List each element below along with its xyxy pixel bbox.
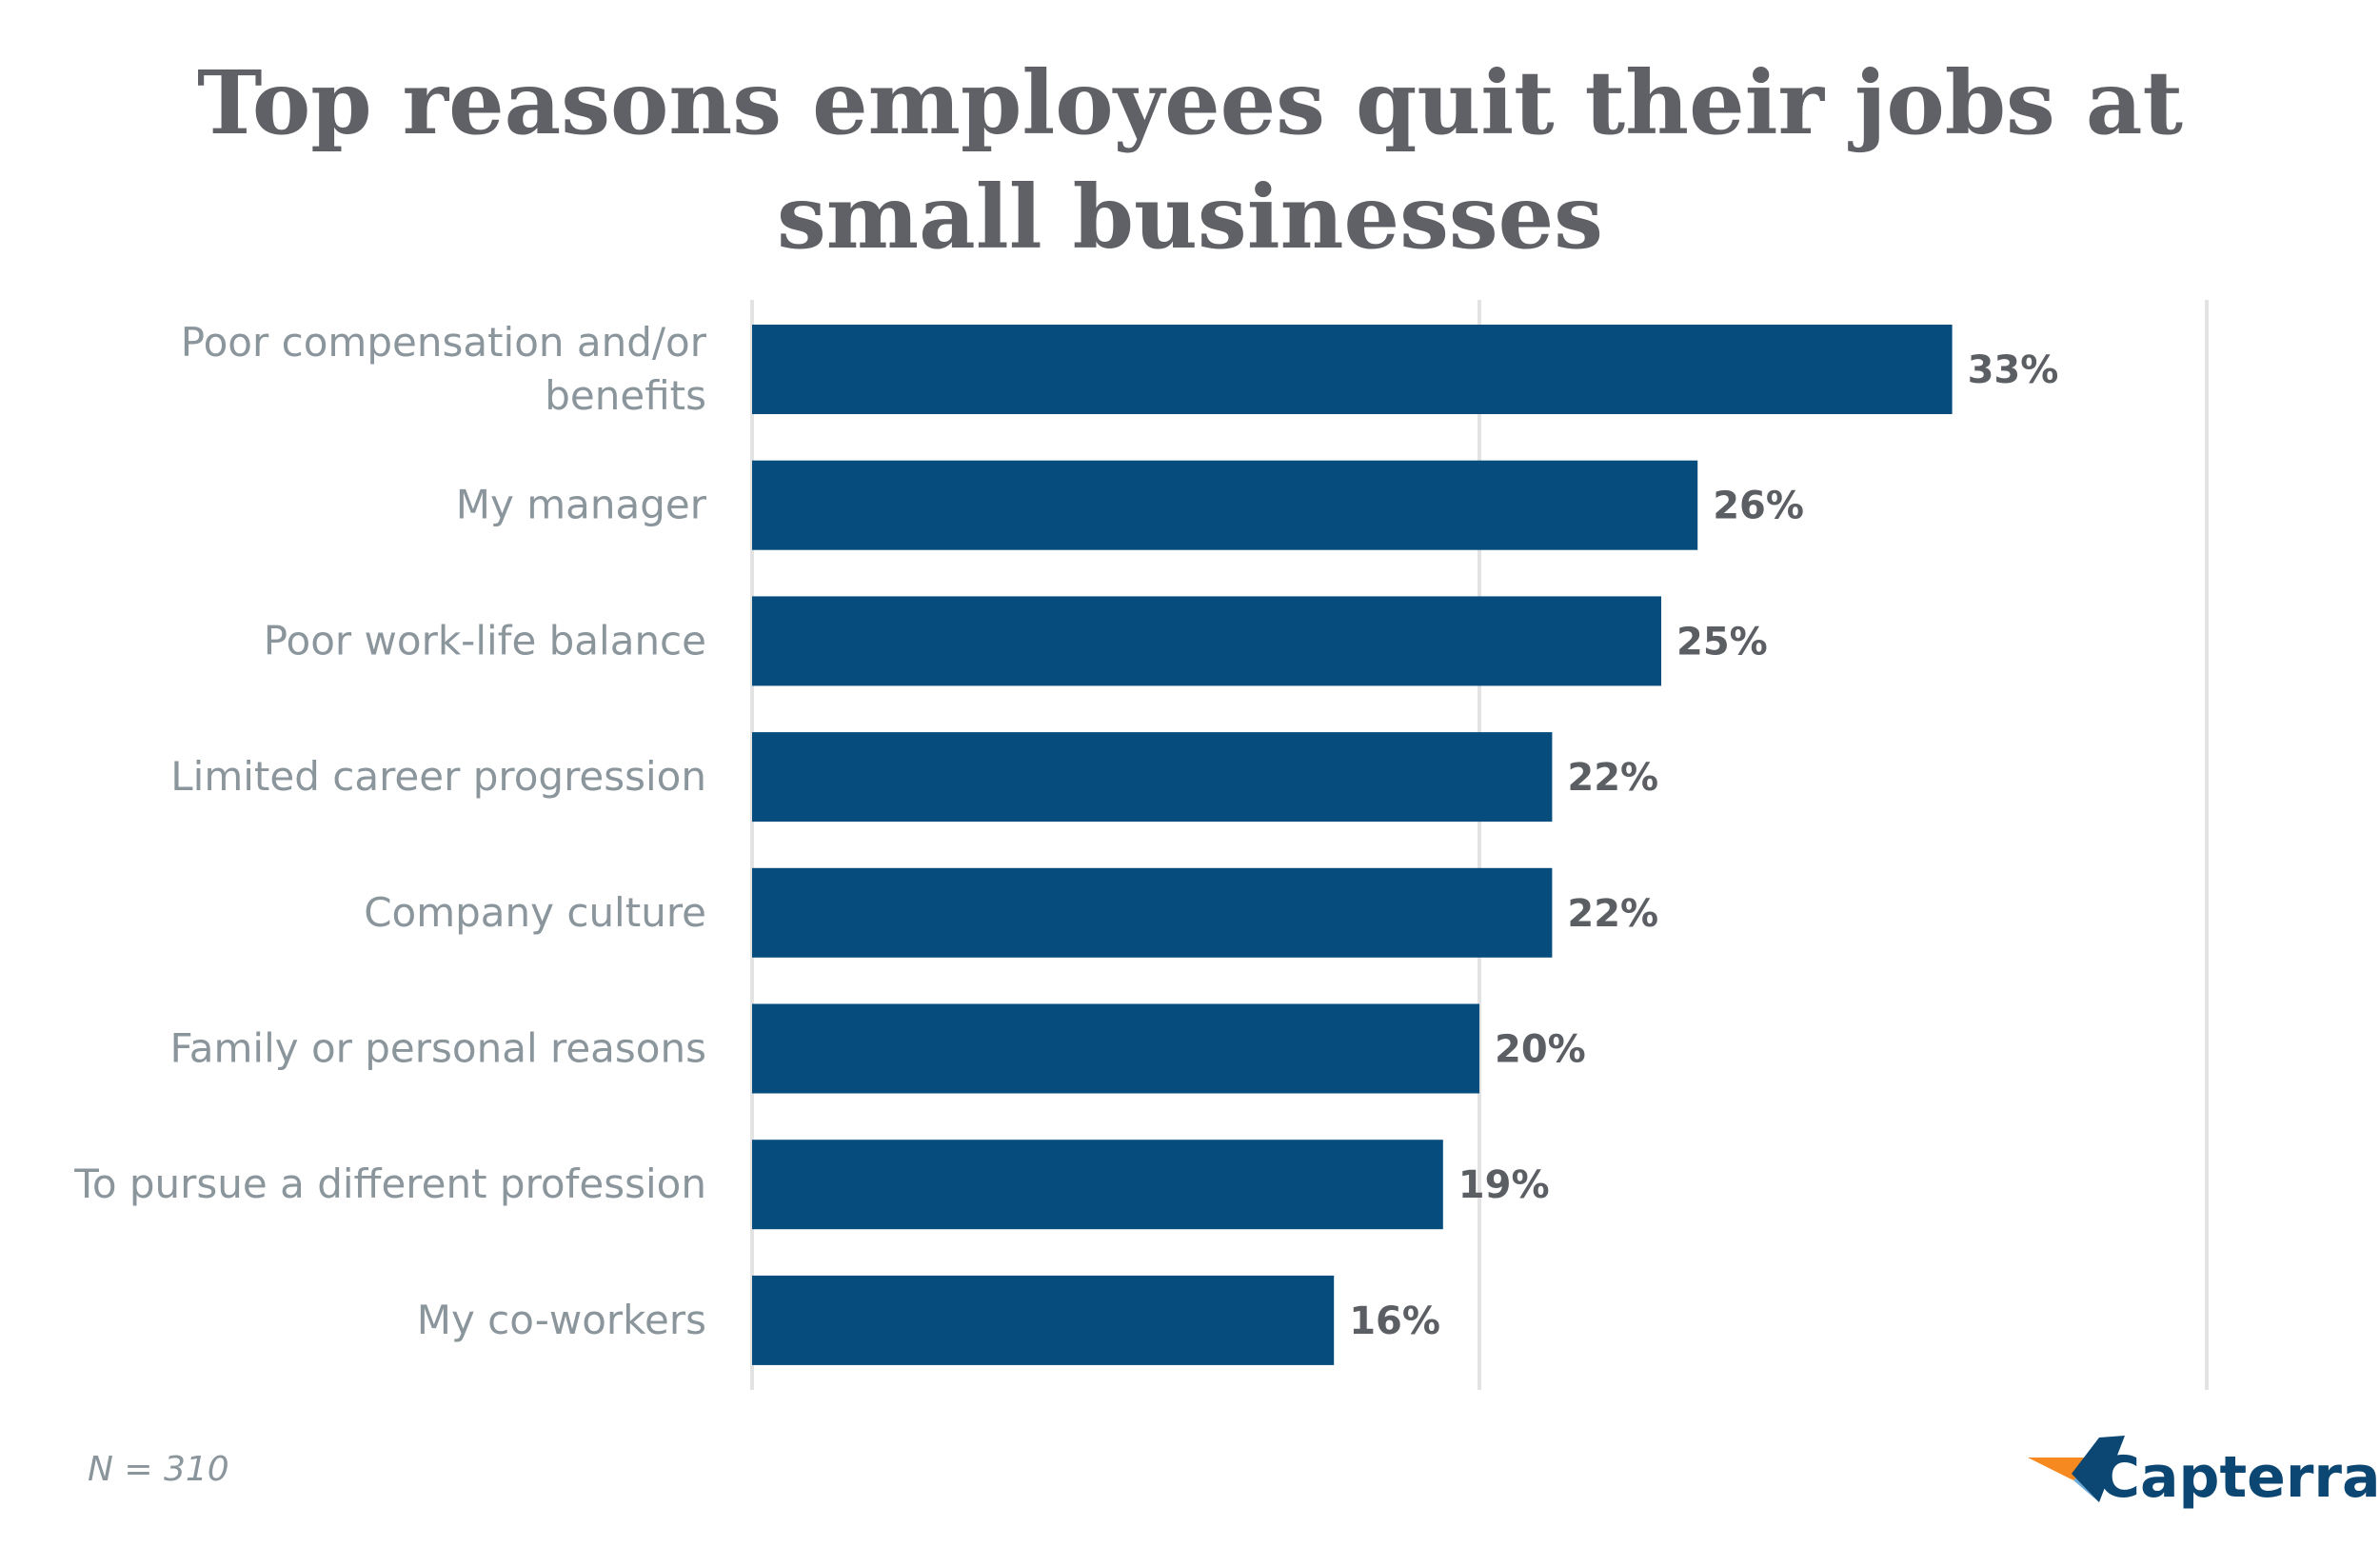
bar-3 xyxy=(752,732,1553,823)
value-label-2: 25% xyxy=(1676,620,1768,664)
bar-2 xyxy=(752,596,1661,686)
chart-title-line-2: small businesses xyxy=(777,166,1603,268)
category-label-7: My co-workers xyxy=(417,1297,706,1343)
category-label-0-line-0: Poor compensation and/or xyxy=(181,319,707,366)
bar-4 xyxy=(752,867,1553,958)
bar-0 xyxy=(752,325,1953,414)
category-label-2: Poor work-life balance xyxy=(264,617,706,664)
category-label-0-line-1: benefits xyxy=(545,372,706,419)
value-label-4: 22% xyxy=(1567,892,1658,936)
value-label-5: 20% xyxy=(1495,1028,1586,1072)
category-label-5: Family or personal reasons xyxy=(169,1025,706,1072)
value-label-0: 33% xyxy=(1968,348,2059,392)
category-label-3: Limited career progression xyxy=(170,753,706,800)
category-label-4: Company culture xyxy=(364,889,706,936)
value-label-3: 22% xyxy=(1567,756,1658,800)
bar-7 xyxy=(752,1275,1335,1365)
value-labels: 33% 26% 25% 22% 22% 20% 19% 16% xyxy=(1349,348,2058,1343)
category-label-1: My manager xyxy=(456,482,707,528)
category-labels: Poor compensation and/or benefits My manag… xyxy=(73,319,706,1343)
sample-size-note: N = 310 xyxy=(88,1450,229,1489)
bar-5 xyxy=(752,1003,1479,1094)
category-label-6: To pursue a different profession xyxy=(73,1160,706,1207)
value-label-6: 19% xyxy=(1458,1163,1550,1207)
capterra-arrow-icon xyxy=(2028,1436,2125,1502)
capterra-logo: Capterra xyxy=(2028,1436,2380,1511)
bar-1 xyxy=(752,460,1698,550)
chart-title: Top reasons employees quit their jobs at… xyxy=(197,51,2183,268)
capterra-wordmark: Capterra xyxy=(2098,1444,2380,1511)
chart-title-line-1: Top reasons employees quit their jobs at xyxy=(197,51,2183,154)
bar-6 xyxy=(752,1140,1443,1230)
value-label-7: 16% xyxy=(1349,1299,1440,1343)
bars xyxy=(752,325,1953,1365)
value-label-1: 26% xyxy=(1713,485,1804,528)
